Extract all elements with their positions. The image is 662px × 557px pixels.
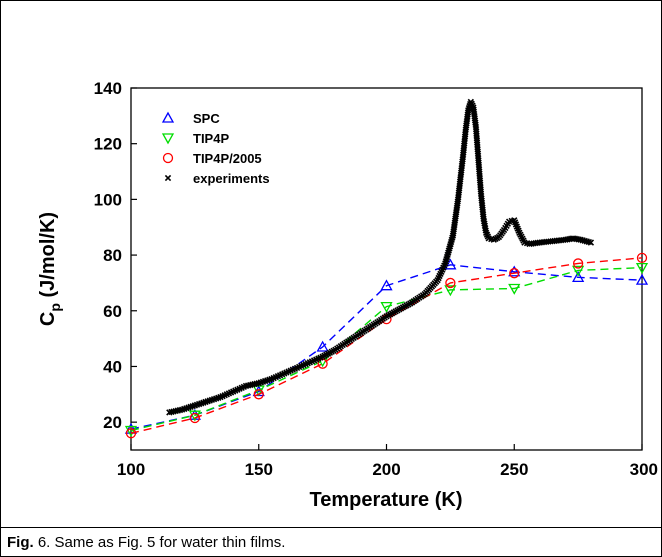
- legend: SPC TIP4P TIP4P/2005 experiments: [161, 111, 270, 186]
- data-point: [572, 258, 584, 269]
- data-point: [509, 268, 520, 279]
- y-tick-label: 20: [103, 413, 122, 432]
- data-point: [508, 283, 521, 295]
- y-axis-title-main: C: [37, 312, 59, 326]
- data-point: [572, 265, 585, 277]
- data-point: [636, 252, 648, 264]
- y-tick-label: 60: [103, 302, 122, 321]
- series-layer: [124, 98, 649, 439]
- x-axis: 100 150 200 250 300: [117, 444, 658, 479]
- data-point: [572, 271, 585, 283]
- x-tick-label: 100: [117, 460, 145, 479]
- data-point: [316, 340, 329, 352]
- data-point: [124, 425, 138, 437]
- caption-label: Fig.: [7, 534, 34, 551]
- legend-item: SPC: [161, 111, 220, 126]
- y-tick-label: 40: [103, 357, 122, 376]
- data-point: [380, 279, 393, 291]
- y-tick-label: 100: [94, 190, 122, 209]
- legend-marker: [161, 133, 175, 145]
- y-tick-label: 140: [94, 79, 122, 98]
- legend-item: TIP4P/2005: [162, 151, 262, 166]
- data-point: [189, 412, 201, 424]
- caption-text: 6. Same as Fig. 5 for water thin films.: [33, 534, 286, 551]
- x-tick-label: 150: [245, 460, 273, 479]
- legend-marker: [161, 111, 175, 123]
- legend-label: experiments: [193, 171, 270, 186]
- series-line: [130, 264, 643, 430]
- legend-label: TIP4P/2005: [193, 151, 262, 166]
- data-point: [445, 277, 456, 289]
- x-tick-label: 200: [372, 460, 400, 479]
- series-line: [130, 257, 643, 434]
- x-tick-label: 250: [500, 460, 528, 479]
- data-point: [635, 262, 649, 274]
- legend-marker: [162, 152, 174, 164]
- data-point: [125, 428, 137, 439]
- legend-item: TIP4P: [161, 131, 229, 146]
- data-point: [253, 389, 264, 400]
- y-axis-title: Cp (J/mol/K): [37, 212, 63, 326]
- x-axis-title: Temperature (K): [310, 489, 463, 511]
- legend-item: experiments: [164, 171, 270, 186]
- data-point: [444, 285, 457, 297]
- y-tick-label: 120: [94, 135, 122, 154]
- data-point: [508, 265, 521, 277]
- legend-label: SPC: [193, 111, 220, 126]
- legend-label: TIP4P: [193, 131, 229, 146]
- series-experiments: [166, 98, 595, 416]
- x-tick-label: 300: [630, 460, 658, 479]
- series-spc: [124, 258, 649, 434]
- y-tick-label: 80: [103, 246, 122, 265]
- data-point: [188, 410, 201, 422]
- data-point: [380, 301, 393, 313]
- y-axis: 20 40 60 80 100 120 140: [94, 79, 137, 432]
- chart: 100 150 200 250 300 20 40 60 80 100 120 140 SPC TIP…: [37, 79, 658, 511]
- series-line: [130, 266, 643, 432]
- y-axis-title-unit: (J/mol/K): [37, 212, 59, 303]
- figure-caption: Fig. 6. Same as Fig. 5 for water thin fi…: [1, 527, 661, 556]
- data-point: [587, 239, 595, 246]
- legend-marker: [164, 174, 172, 182]
- y-axis-title-subscript: p: [47, 303, 63, 312]
- data-point: [635, 273, 649, 285]
